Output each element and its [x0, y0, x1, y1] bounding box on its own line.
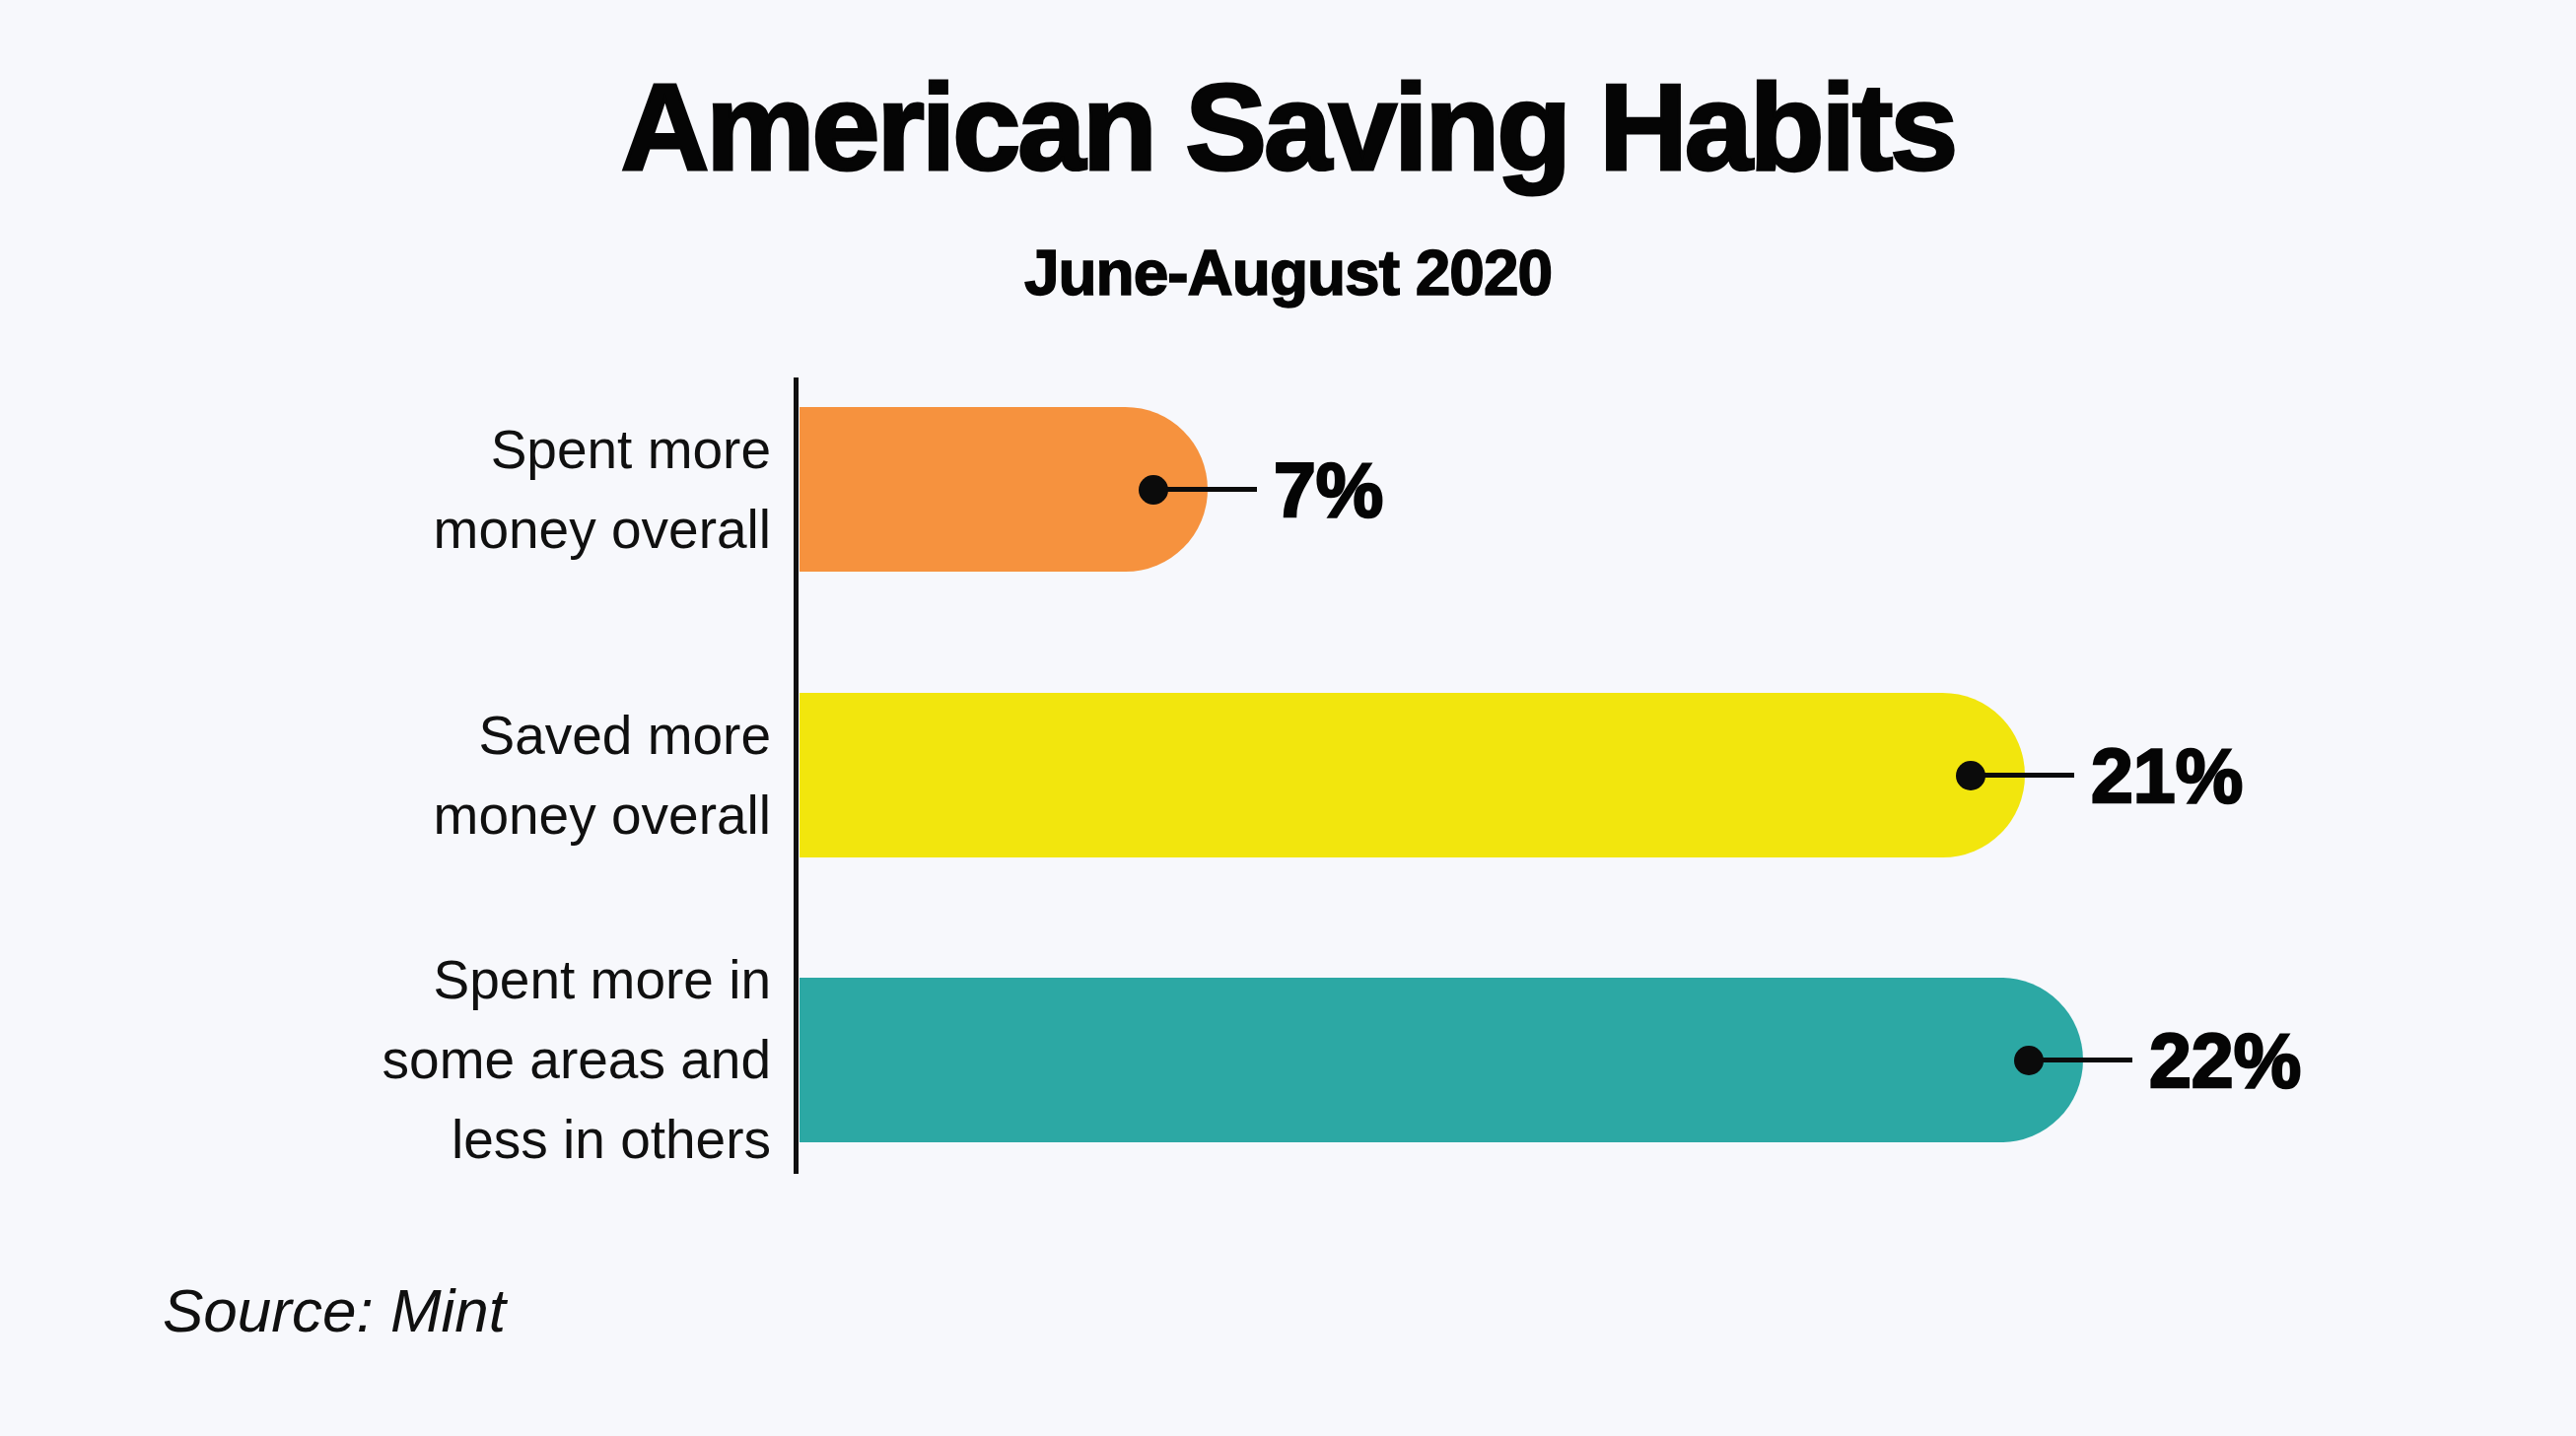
callout-line	[2029, 1058, 2132, 1062]
category-label: Spent more insome areas andless in other…	[0, 978, 771, 1142]
infographic-canvas: American Saving Habits June-August 2020 …	[0, 0, 2576, 1436]
value-label: 22%	[2149, 1016, 2301, 1104]
category-label: Spent moremoney overall	[0, 407, 771, 572]
bar	[800, 978, 2083, 1142]
category-label: Saved moremoney overall	[0, 693, 771, 857]
value-label: 7%	[1274, 445, 1383, 533]
bar	[800, 693, 2025, 857]
source-attribution: Source: Mint	[163, 1275, 506, 1345]
chart-plot-area: Spent moremoney overall 7% Saved moremoney…	[0, 0, 2576, 1436]
value-label: 21%	[2091, 731, 2243, 819]
callout-line	[1153, 487, 1257, 492]
callout-line	[1971, 773, 2074, 778]
